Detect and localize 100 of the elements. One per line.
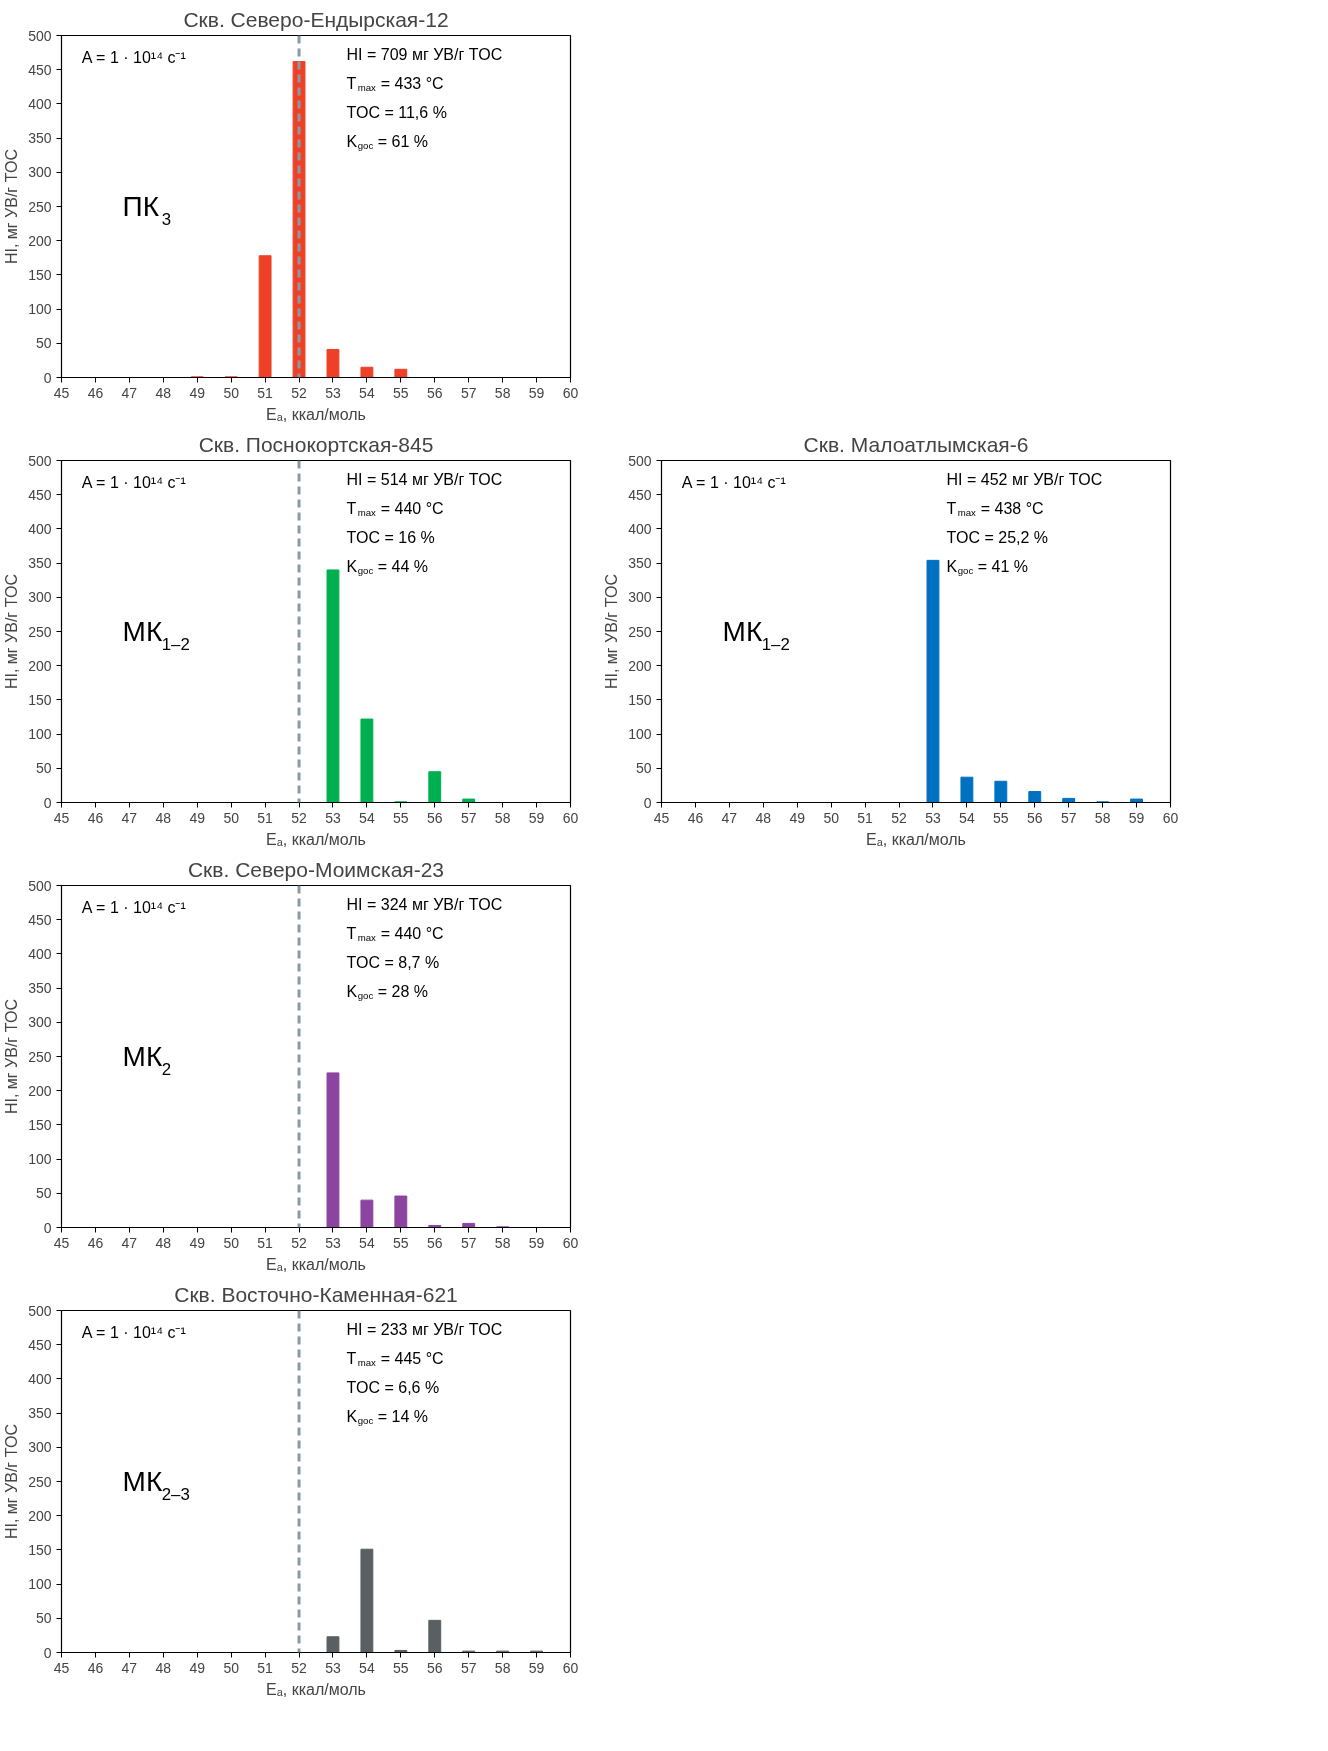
x-axis-title: Eₐ, ккал/моль: [266, 830, 366, 848]
chart-title: Скв. Малоатлымская-6: [803, 432, 1029, 456]
y-tick-label: 450: [28, 911, 52, 928]
annotation: TOC = 25,2 %: [946, 528, 1049, 546]
x-tick-label: 53: [325, 384, 341, 401]
x-tick-label: 55: [393, 1234, 409, 1251]
y-tick-label: 300: [28, 1439, 52, 1456]
x-tick-label: 56: [1026, 809, 1043, 826]
y-tick-label: 350: [28, 130, 52, 147]
y-tick-label: 50: [635, 760, 652, 777]
y-tick-label: 150: [28, 1116, 52, 1133]
x-tick-label: 47: [121, 384, 138, 401]
x-tick-label: 59: [528, 384, 545, 401]
y-tick-label: 50: [35, 1610, 52, 1627]
y-tick-label: 0: [643, 794, 652, 811]
annotation: A = 1 · 10¹⁴ с⁻¹: [81, 474, 186, 492]
x-tick-label: 57: [460, 1234, 477, 1251]
x-tick-label: 58: [494, 1234, 511, 1251]
x-tick-label: 54: [959, 809, 975, 826]
x-tick-label: 53: [925, 809, 941, 826]
x-tick-label: 51: [257, 1234, 274, 1251]
x-tick-label: 60: [562, 809, 579, 826]
annotation: A = 1 · 10¹⁴ с⁻¹: [681, 474, 786, 492]
x-tick-label: 51: [257, 809, 274, 826]
x-tick-label: 60: [562, 1234, 579, 1251]
y-tick-label: 500: [28, 452, 52, 469]
y-tick-label: 100: [28, 1576, 52, 1593]
y-tick-label: 300: [28, 1014, 52, 1031]
y-tick-label: 400: [28, 945, 52, 962]
x-tick-label: 46: [87, 1234, 104, 1251]
y-tick-label: 450: [628, 486, 652, 503]
y-tick-label: 350: [28, 1405, 52, 1422]
x-tick-label: 50: [223, 1234, 240, 1251]
annotation: TOC = 16 %: [346, 528, 435, 546]
x-tick-label: 45: [53, 1659, 70, 1676]
y-tick-label: 300: [28, 164, 52, 181]
y-tick-label: 200: [628, 657, 652, 674]
annotation: A = 1 · 10¹⁴ с⁻¹: [81, 899, 186, 917]
x-tick-label: 46: [87, 384, 104, 401]
x-tick-label: 53: [325, 1234, 341, 1251]
y-tick-label: 50: [35, 335, 52, 352]
x-tick-label: 52: [291, 1659, 308, 1676]
y-tick-label: 150: [28, 266, 52, 283]
annotation: A = 1 · 10¹⁴ с⁻¹: [81, 49, 186, 67]
x-tick-label: 50: [223, 1659, 240, 1676]
y-tick-label: 150: [628, 691, 652, 708]
y-tick-label: 250: [28, 1048, 52, 1065]
y-tick-label: 0: [43, 1644, 52, 1661]
x-tick-label: 54: [359, 1234, 375, 1251]
x-axis-title: Eₐ, ккал/моль: [266, 1680, 366, 1698]
x-tick-label: 48: [155, 1659, 172, 1676]
annotation: TOC = 11,6 %: [346, 103, 447, 121]
x-tick-label: 56: [426, 809, 443, 826]
annotation: HI = 324 мг УВ/г TOC: [346, 895, 503, 913]
x-tick-label: 49: [189, 384, 206, 401]
y-tick-label: 500: [28, 1302, 52, 1319]
y-tick-label: 450: [28, 61, 52, 78]
x-tick-label: 57: [1060, 809, 1077, 826]
y-axis-title: HI, мг УВ/г TOC: [3, 998, 21, 1115]
x-tick-label: 54: [359, 809, 375, 826]
x-tick-label: 55: [393, 1659, 409, 1676]
x-tick-label: 46: [87, 1659, 104, 1676]
x-tick-label: 55: [393, 809, 409, 826]
annotation: HI = 452 мг УВ/г TOC: [946, 470, 1103, 488]
x-tick-label: 48: [155, 1234, 172, 1251]
y-tick-label: 0: [43, 794, 52, 811]
x-tick-label: 57: [460, 1659, 477, 1676]
x-tick-label: 60: [562, 1659, 579, 1676]
x-tick-label: 51: [257, 1659, 274, 1676]
x-tick-label: 51: [257, 384, 274, 401]
y-tick-label: 250: [28, 198, 52, 215]
x-tick-label: 57: [460, 809, 477, 826]
x-tick-label: 50: [223, 809, 240, 826]
y-tick-label: 0: [43, 369, 52, 386]
x-tick-label: 49: [189, 1659, 206, 1676]
y-tick-label: 100: [28, 1151, 52, 1168]
y-tick-label: 200: [28, 1507, 52, 1524]
x-tick-label: 52: [291, 1234, 308, 1251]
y-tick-label: 50: [35, 1185, 52, 1202]
x-axis-title: Eₐ, ккал/моль: [266, 1255, 366, 1273]
x-tick-label: 56: [426, 1234, 443, 1251]
x-tick-label: 58: [494, 809, 511, 826]
y-axis-title: HI, мг УВ/г TOC: [3, 1423, 21, 1540]
x-axis-title: Eₐ, ккал/моль: [866, 830, 966, 848]
y-tick-label: 450: [28, 1336, 52, 1353]
x-tick-label: 59: [528, 1234, 545, 1251]
x-tick-label: 46: [687, 809, 704, 826]
y-tick-label: 450: [28, 486, 52, 503]
y-tick-label: 50: [35, 760, 52, 777]
x-tick-label: 55: [993, 809, 1009, 826]
x-tick-label: 50: [823, 809, 840, 826]
y-tick-label: 500: [28, 27, 52, 44]
annotation: A = 1 · 10¹⁴ с⁻¹: [81, 1324, 186, 1342]
x-tick-label: 58: [494, 384, 511, 401]
y-tick-label: 500: [628, 452, 652, 469]
annotation: TOC = 8,7 %: [346, 953, 440, 971]
y-tick-label: 150: [28, 691, 52, 708]
x-tick-label: 57: [460, 384, 477, 401]
x-tick-label: 52: [291, 384, 308, 401]
x-tick-label: 59: [528, 1659, 545, 1676]
